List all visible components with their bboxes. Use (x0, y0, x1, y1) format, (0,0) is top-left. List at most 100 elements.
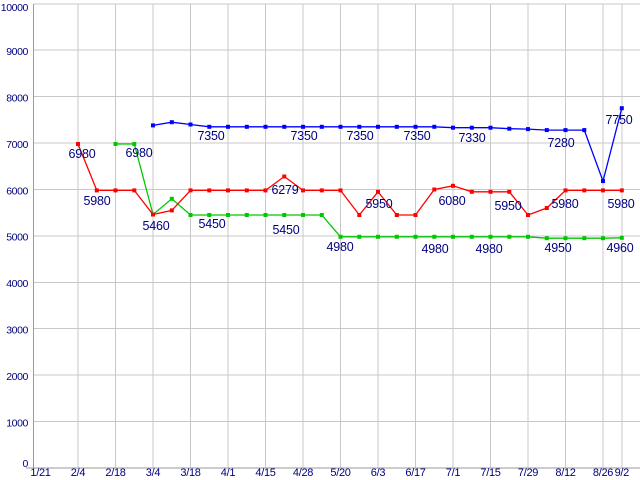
green-series-marker (357, 234, 362, 239)
red-series-marker (601, 188, 605, 193)
blue-series-marker (469, 125, 474, 130)
green-series-marker (544, 236, 549, 241)
red-series-line (77, 143, 622, 217)
green-series-marker (338, 234, 343, 239)
blue-series-marker (619, 106, 624, 111)
y-tick-label: 1000 (6, 417, 28, 429)
green-series-marker (432, 234, 437, 239)
red-point-label: 5950 (494, 199, 521, 213)
blue-series-marker (319, 124, 324, 129)
green-series-marker (526, 234, 530, 239)
green-series-marker (488, 234, 493, 239)
red-series-marker (507, 189, 512, 194)
red-point-label: 5950 (365, 197, 392, 211)
green-series-marker (451, 234, 455, 239)
blue-series-marker (151, 123, 155, 128)
blue-point-label: 7350 (197, 129, 224, 143)
y-tick-label: 3000 (6, 324, 28, 336)
x-tick-label: 7/15 (480, 467, 500, 479)
red-series-marker (282, 174, 287, 179)
red-series-marker (132, 188, 137, 193)
blue-series-marker (488, 125, 493, 130)
y-tick-label: 2000 (6, 371, 28, 383)
red-point-label: 5980 (607, 197, 634, 211)
blue-series-marker (226, 124, 230, 129)
red-series-marker (451, 183, 455, 188)
green-series-marker (207, 213, 212, 217)
blue-series-marker (582, 128, 587, 133)
green-point-label: 5450 (198, 217, 225, 231)
green-point-label: 4980 (421, 242, 448, 256)
green-series-marker (132, 142, 137, 146)
blue-series-marker (376, 124, 380, 129)
red-point-label: 6980 (68, 147, 95, 161)
green-series-marker (507, 234, 512, 239)
green-point-label: 6980 (125, 146, 152, 160)
red-series-marker (319, 188, 324, 193)
red-series-marker (394, 213, 399, 217)
blue-series-marker (526, 127, 530, 132)
red-series-marker (169, 208, 174, 213)
x-tick-label: 5/20 (330, 467, 350, 479)
red-series-marker (188, 188, 193, 193)
blue-series-marker (244, 124, 249, 129)
green-point-label: 4980 (475, 242, 502, 256)
green-series-marker (263, 213, 268, 217)
green-series-marker (282, 213, 287, 217)
green-series-marker (226, 213, 230, 217)
blue-series-marker (357, 124, 362, 129)
blue-point-label: 7330 (458, 131, 485, 145)
blue-series-marker (338, 124, 343, 129)
red-point-label: 6279 (271, 183, 298, 197)
blue-series-marker (451, 125, 455, 130)
x-tick-label: 8/26 (593, 467, 613, 479)
x-tick-label: 4/28 (293, 467, 313, 479)
x-tick-label: 6/3 (371, 467, 386, 479)
x-tick-label: 3/4 (146, 467, 161, 479)
blue-series-marker (301, 124, 305, 129)
green-series-marker (413, 234, 418, 239)
y-tick-label: 7000 (6, 139, 28, 151)
blue-series-marker (413, 124, 418, 129)
x-tick-label: 7/1 (446, 467, 461, 479)
red-point-label: 6080 (438, 194, 465, 208)
blue-series-line (152, 108, 623, 184)
green-series-marker (319, 213, 324, 217)
x-tick-label: 4/1 (221, 467, 236, 479)
green-series-line (115, 143, 622, 239)
red-series-marker (619, 188, 624, 193)
red-series-marker (244, 188, 249, 193)
blue-point-label: 7350 (346, 129, 373, 143)
red-series-marker (76, 142, 80, 146)
x-tick-label: 2/4 (71, 467, 86, 479)
red-point-label: 5460 (142, 219, 169, 233)
green-series-marker (601, 236, 605, 241)
y-tick-label: 8000 (6, 92, 28, 104)
red-series-marker (226, 188, 230, 193)
x-tick-label: 3/18 (180, 467, 200, 479)
blue-series-marker (394, 124, 399, 129)
red-point-label: 5980 (83, 194, 110, 208)
green-series-marker (188, 213, 193, 217)
blue-series-marker (188, 122, 193, 127)
x-tick-label: 2/18 (105, 467, 125, 479)
green-point-label: 4960 (606, 241, 633, 255)
blue-series-marker (507, 126, 512, 131)
blue-series-marker (207, 124, 212, 129)
blue-point-label: 7350 (403, 129, 430, 143)
blue-series-marker (601, 179, 605, 184)
green-series-marker (169, 196, 174, 201)
green-series-marker (394, 234, 399, 239)
y-tick-label: 9000 (6, 46, 28, 58)
blue-series-marker (544, 128, 549, 133)
green-series-marker (244, 213, 249, 217)
green-series-marker (301, 213, 305, 217)
blue-point-label: 7280 (547, 136, 574, 150)
red-series-marker (469, 189, 474, 194)
blue-series-marker (282, 124, 287, 129)
red-series-marker (263, 188, 268, 193)
blue-series-marker (563, 128, 568, 133)
red-series-marker (94, 188, 99, 193)
